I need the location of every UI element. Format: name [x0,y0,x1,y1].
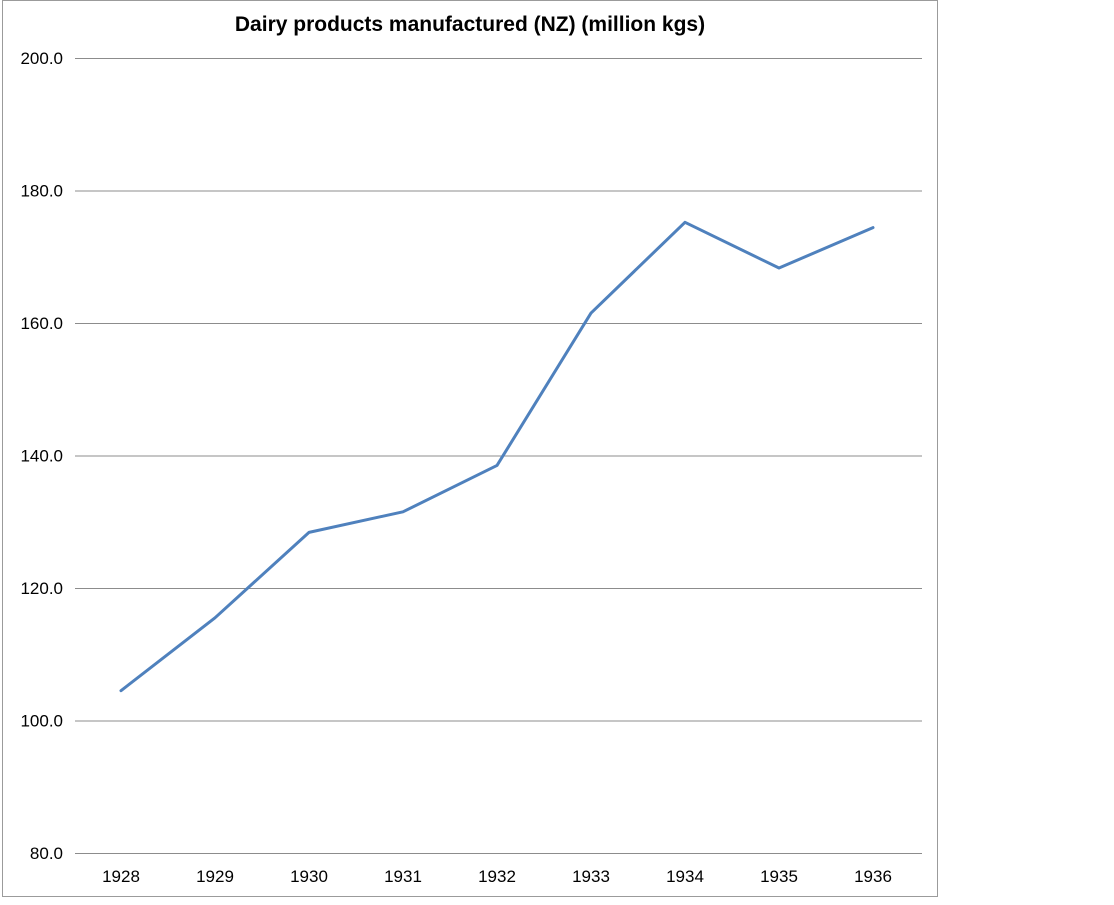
x-axis-tick-label: 1931 [384,867,422,886]
chart-frame-border [2,0,938,897]
x-axis-tick-labels: 1928 1929 1930 1931 1932 1933 1934 1935 1936 [102,867,892,886]
y-axis-tick-label: 180.0 [20,182,63,201]
x-axis-tick-label: 1936 [854,867,892,886]
y-axis-tick-labels: 80.0 100.0 120.0 140.0 160.0 180.0 200.0 [20,49,63,863]
chart-title: Dairy products manufactured (NZ) (millio… [235,13,705,36]
x-axis-tick-label: 1930 [290,867,328,886]
x-axis-tick-label: 1928 [102,867,140,886]
gridlines [75,58,922,854]
x-axis-tick-label: 1932 [478,867,516,886]
x-axis-tick-label: 1934 [666,867,704,886]
y-axis-tick-label: 80.0 [30,844,63,863]
y-axis-tick-label: 200.0 [20,49,63,68]
data-series-line [119,220,875,693]
x-axis-tick-label: 1933 [572,867,610,886]
y-axis-tick-label: 160.0 [20,314,63,333]
y-axis-tick-label: 140.0 [20,447,63,466]
y-axis-tick-label: 120.0 [20,579,63,598]
x-axis-tick-label: 1935 [760,867,798,886]
y-axis-tick-label: 100.0 [20,712,63,731]
x-axis-tick-label: 1929 [196,867,234,886]
